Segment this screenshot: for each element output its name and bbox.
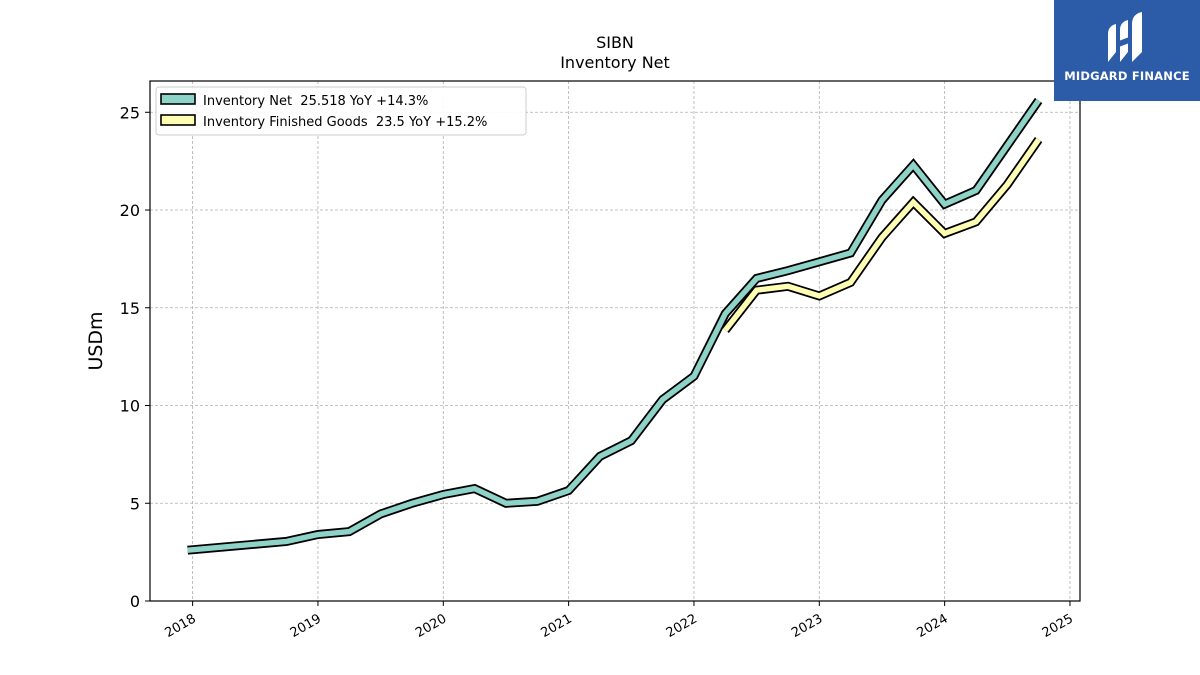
midgard-logo-icon [1108, 12, 1142, 62]
y-tick-label: 10 [120, 397, 140, 416]
y-tick-label: 20 [120, 201, 140, 220]
chart-title: SIBN [596, 33, 634, 52]
legend-box [155, 86, 527, 136]
series-line [723, 138, 1041, 332]
series-line [187, 98, 1041, 553]
y-tick-label: 0 [130, 592, 140, 611]
x-tick-label: 2023 [789, 611, 825, 641]
series-layer [187, 97, 1043, 555]
legend-swatch-finished-goods [160, 114, 196, 126]
x-tick-label: 2022 [664, 611, 700, 641]
x-tick-label: 2024 [914, 611, 950, 641]
x-tick-label: 2025 [1040, 611, 1076, 641]
x-tick-label: 2021 [538, 611, 574, 641]
legend: Inventory Net 25.518 YoY +14.3% Inventor… [155, 86, 527, 136]
x-axis: 2018 2019 2020 2021 2022 2023 2024 2025 [162, 601, 1076, 641]
y-axis: 0 5 10 15 20 25 [120, 103, 150, 611]
midgard-finance-logo: MIDGARD FINANCE [1054, 0, 1200, 101]
x-tick-label: 2019 [288, 611, 324, 641]
logo-text: MIDGARD FINANCE [1064, 69, 1190, 83]
y-tick-label: 25 [120, 103, 140, 122]
legend-swatch-inventory-net [160, 93, 196, 105]
x-tick-label: 2018 [162, 611, 198, 641]
x-tick-label: 2020 [413, 611, 449, 641]
legend-label-finished-goods: Inventory Finished Goods 23.5 YoY +15.2% [203, 115, 487, 130]
y-tick-label: 15 [120, 299, 140, 318]
y-axis-label: USDm [85, 311, 107, 370]
chart-subtitle: Inventory Net [560, 53, 670, 72]
grid [150, 81, 1080, 602]
legend-label-inventory-net: Inventory Net 25.518 YoY +14.3% [203, 94, 428, 109]
plot-frame [149, 80, 1081, 602]
y-tick-label: 5 [130, 494, 140, 513]
